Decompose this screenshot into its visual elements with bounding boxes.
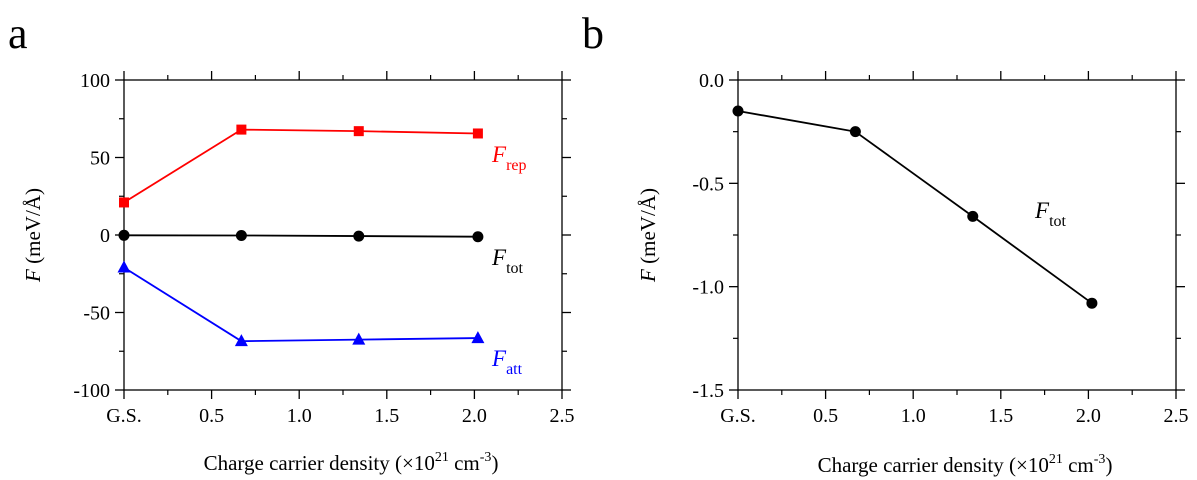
y-axis-title: F (meV/Å)	[21, 188, 45, 283]
y-tick-label: 0	[100, 225, 110, 247]
series-line	[123, 128, 478, 204]
series-label-rep: Frep	[491, 142, 527, 174]
series-line	[123, 234, 478, 238]
x-tick-label: 1.5	[988, 405, 1013, 427]
series-line	[123, 266, 478, 343]
y-tick-label: 0.0	[699, 70, 724, 92]
series-tot: Ftot	[118, 229, 524, 277]
x-tick-label: 0.5	[199, 405, 224, 427]
data-point-circle	[849, 126, 861, 138]
data-point-circle	[353, 230, 365, 242]
data-point-square	[119, 197, 129, 208]
chart-panel-a: a G.S. 0.5 1.0 1.5 2.0 2.5 100 50 0 -50 -100 Charge …	[8, 9, 575, 475]
data-point-circle	[732, 105, 744, 117]
x-tick-label: 1.0	[901, 405, 926, 427]
x-tick-label: 1.5	[374, 405, 399, 427]
data-point-triangle	[471, 331, 485, 344]
data-point-square	[353, 126, 364, 137]
x-tick-label: 0.5	[813, 405, 838, 427]
y-axis-title: F (meV/Å)	[636, 188, 660, 283]
data-point-circle	[118, 229, 130, 241]
data-point-triangle	[234, 334, 248, 347]
series-label-tot: Ftot	[491, 245, 524, 277]
y-tick-label: 100	[80, 70, 110, 92]
data-point-circle	[472, 231, 484, 243]
data-point-circle	[1086, 297, 1098, 309]
y-tick-label: -1.5	[692, 380, 724, 402]
data-point-triangle	[352, 332, 366, 345]
series-label-tot: Ftot	[1034, 198, 1067, 230]
data-point-square	[472, 128, 483, 139]
y-tick-label: -100	[73, 380, 110, 402]
data-point-triangle	[117, 260, 131, 273]
series-tot: Ftot	[732, 105, 1098, 309]
series-rep: Frep	[119, 124, 527, 208]
plot-frame	[737, 79, 1177, 391]
x-tick-label: 2.5	[1164, 405, 1189, 427]
x-axis-title: Charge carrier density (×1021 cm-3)	[204, 450, 499, 475]
y-tick-label: 50	[90, 148, 110, 170]
chart-panel-b: b G.S. 0.5 1.0 1.5 2.0 2.5 0.0 -0.5 -1.0 -1.5 Charg…	[582, 9, 1189, 477]
x-tick-label: G.S.	[106, 405, 142, 427]
x-tick-label: 1.0	[287, 405, 312, 427]
y-tick-label: -50	[83, 303, 110, 325]
y-tick-label: -1.0	[692, 277, 724, 299]
y-tick-label: -0.5	[692, 173, 724, 195]
x-tick-label: 2.0	[462, 405, 487, 427]
series-line	[737, 110, 1093, 304]
series-label-att: Fatt	[491, 346, 523, 378]
data-point-square	[236, 124, 247, 135]
x-axis-title: Charge carrier density (×1021 cm-3)	[818, 452, 1113, 477]
series-att: Fatt	[117, 260, 523, 378]
x-tick-label: 2.5	[550, 405, 575, 427]
data-point-circle	[235, 229, 247, 241]
x-tick-label: G.S.	[720, 405, 756, 427]
x-tick-label: 2.0	[1076, 405, 1101, 427]
panel-letter: a	[8, 9, 28, 58]
data-point-circle	[967, 210, 979, 222]
panel-letter: b	[582, 9, 604, 58]
